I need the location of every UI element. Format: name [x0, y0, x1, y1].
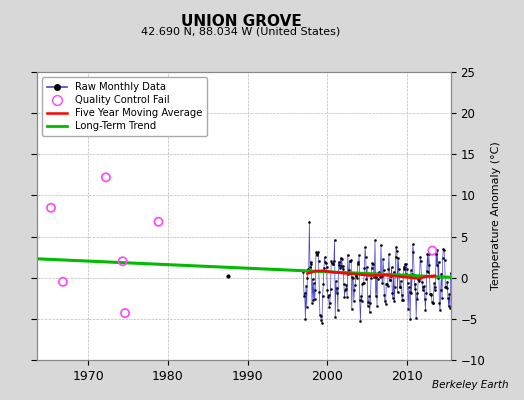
- Text: UNION GROVE: UNION GROVE: [181, 14, 301, 29]
- Point: [154, 218, 162, 225]
- Point: [47, 204, 55, 211]
- Legend: Raw Monthly Data, Quality Control Fail, Five Year Moving Average, Long-Term Tren: Raw Monthly Data, Quality Control Fail, …: [42, 77, 207, 136]
- Text: Berkeley Earth: Berkeley Earth: [432, 380, 508, 390]
- Point: [428, 247, 436, 254]
- Point: [121, 310, 129, 316]
- Point: [102, 174, 110, 180]
- Y-axis label: Temperature Anomaly (°C): Temperature Anomaly (°C): [490, 142, 500, 290]
- Point: [118, 258, 127, 264]
- Point: [59, 279, 67, 285]
- Text: 42.690 N, 88.034 W (United States): 42.690 N, 88.034 W (United States): [141, 26, 341, 36]
